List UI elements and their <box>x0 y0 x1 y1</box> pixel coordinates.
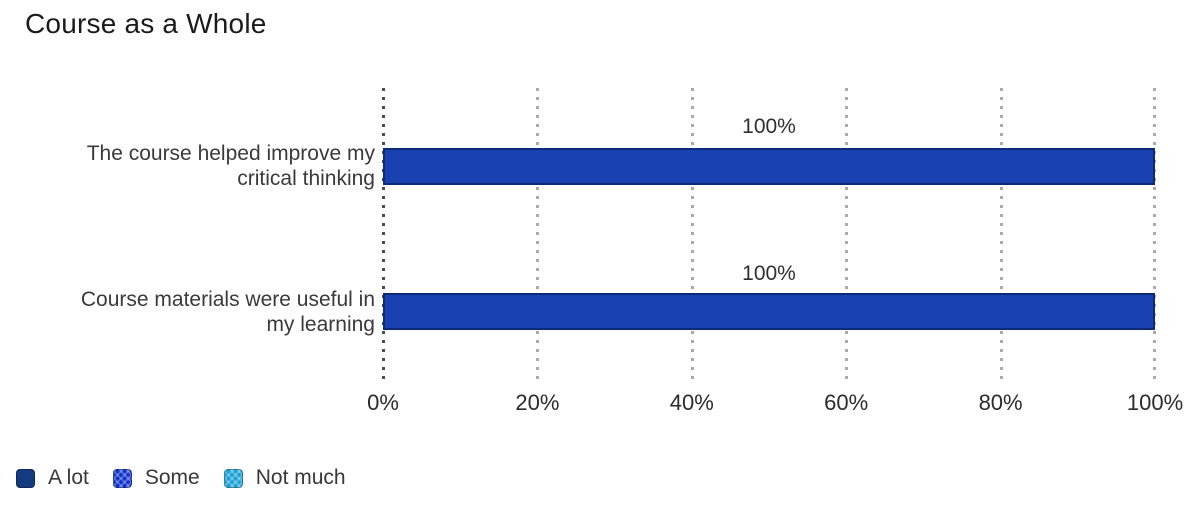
legend-item-some: Some <box>112 466 200 490</box>
legend-item-not-much: Not much <box>223 466 346 490</box>
legend: A lot Some Not much <box>16 466 346 490</box>
gridline-20pct <box>536 88 540 383</box>
gridline-0pct <box>382 88 385 383</box>
not-much-swatch-icon <box>223 468 243 488</box>
bar-course-materials <box>383 293 1155 330</box>
gridline-40pct <box>690 88 694 383</box>
category-label-line: The course helped improve my <box>86 142 375 165</box>
chart-title: Course as a Whole <box>25 8 267 39</box>
x-axis-tick-label: 100% <box>1126 390 1184 415</box>
legend-label: Not much <box>255 466 346 489</box>
category-label-critical-thinking: The course helped improve my critical th… <box>15 141 375 191</box>
bar-value-label: 100% <box>742 262 796 285</box>
x-axis-tick-label: 20% <box>515 390 560 415</box>
category-label-line: my learning <box>266 313 375 336</box>
bar-critical-thinking <box>383 148 1155 185</box>
x-axis-tick-label: 80% <box>978 390 1023 415</box>
plot-area: 100% 100% 0% 20% 40% 60% 80% 100% <box>367 88 1183 415</box>
legend-label: Some <box>144 466 200 489</box>
category-label-course-materials: Course materials were useful in my learn… <box>15 287 375 337</box>
x-axis-tick-label: 40% <box>669 390 714 415</box>
gridline-80pct <box>999 88 1003 383</box>
gridline-60pct <box>845 88 849 383</box>
gridline-100pct <box>1153 88 1156 383</box>
x-axis-tick-label: 0% <box>367 390 399 415</box>
bar-value-label: 100% <box>742 115 796 138</box>
some-swatch-icon <box>112 468 132 488</box>
category-label-line: Course materials were useful in <box>80 288 375 311</box>
a-lot-swatch-icon <box>16 468 35 488</box>
x-axis-tick-label: 60% <box>824 390 869 415</box>
category-label-line: critical thinking <box>237 167 375 190</box>
legend-item-a-lot: A lot <box>16 466 89 490</box>
legend-label: A lot <box>48 466 89 489</box>
